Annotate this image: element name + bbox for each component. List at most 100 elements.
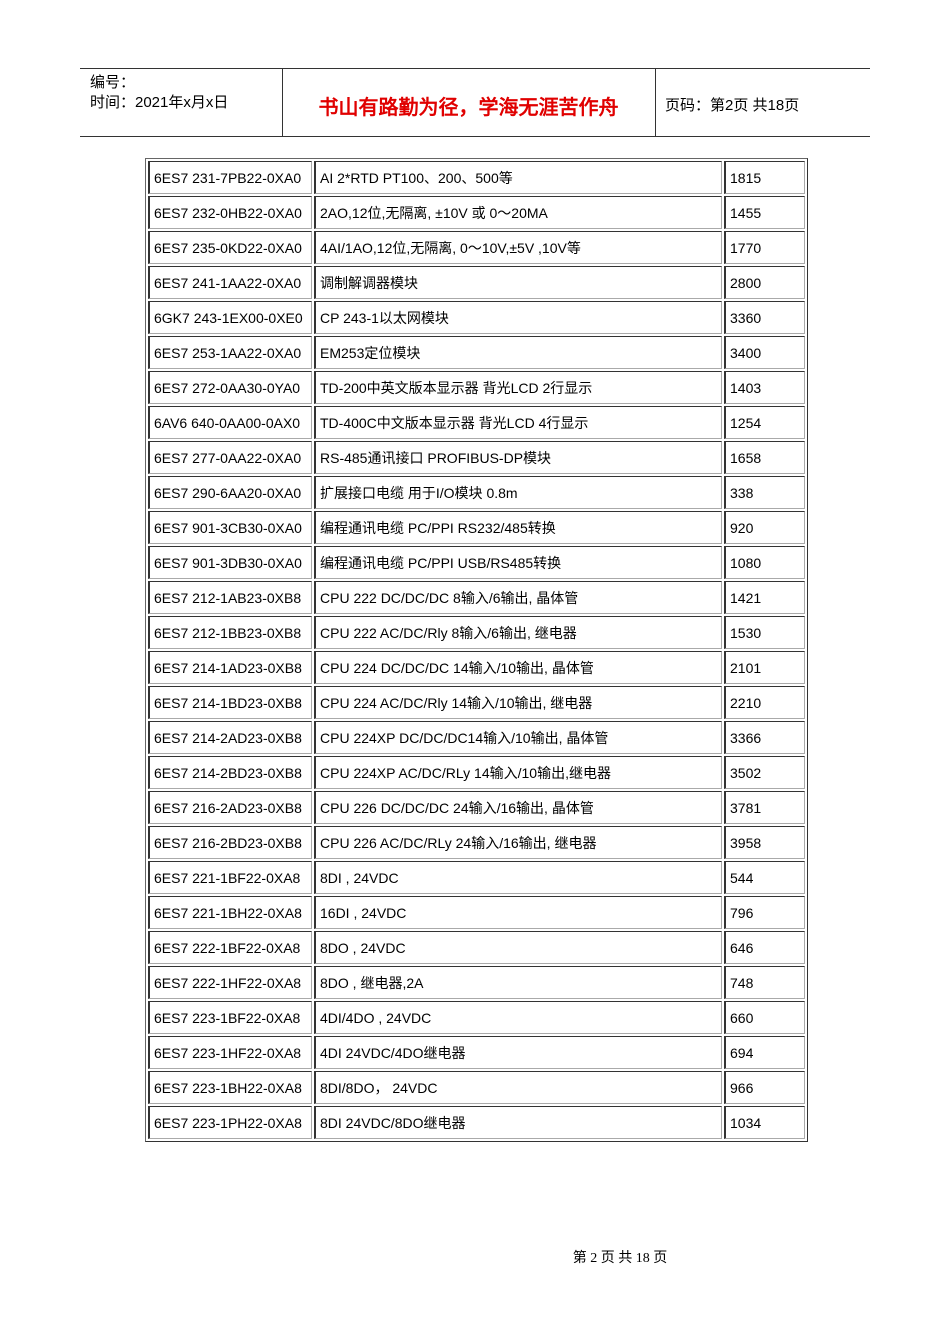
- part-number: 6ES7 212-1AB23-0XB8: [148, 581, 312, 614]
- table-row: 6ES7 214-1BD23-0XB8 CPU 224 AC/DC/Rly 14输…: [148, 686, 805, 719]
- price: 3781: [724, 791, 805, 824]
- table-row: 6ES7 222-1BF22-0XA8 8DO , 24VDC 646: [148, 931, 805, 964]
- part-number: 6ES7 901-3DB30-0XA0: [148, 546, 312, 579]
- price: 920: [724, 511, 805, 544]
- price: 646: [724, 931, 805, 964]
- description: CPU 226 AC/DC/RLy 24输入/16输出, 继电器: [314, 826, 722, 859]
- part-number: 6ES7 222-1HF22-0XA8: [148, 966, 312, 999]
- table-row: 6ES7 223-1HF22-0XA8 4DI 24VDC/4DO继电器 694: [148, 1036, 805, 1069]
- table-row: 6ES7 223-1PH22-0XA8 8DI 24VDC/8DO继电器 1034: [148, 1106, 805, 1139]
- part-number: 6ES7 222-1BF22-0XA8: [148, 931, 312, 964]
- part-number: 6ES7 253-1AA22-0XA0: [148, 336, 312, 369]
- part-number: 6ES7 214-2BD23-0XB8: [148, 756, 312, 789]
- table-row: 6ES7 272-0AA30-0YA0 TD-200中英文版本显示器 背光LCD …: [148, 371, 805, 404]
- description: CPU 226 DC/DC/DC 24输入/16输出, 晶体管: [314, 791, 722, 824]
- table-row: 6ES7 214-1AD23-0XB8 CPU 224 DC/DC/DC 14输入…: [148, 651, 805, 684]
- part-number: 6AV6 640-0AA00-0AX0: [148, 406, 312, 439]
- description: 4AI/1AO,12位,无隔离, 0～10V,±5V ,10V等: [314, 231, 722, 264]
- table-row: 6ES7 235-0KD22-0XA0 4AI/1AO,12位,无隔离, 0～10…: [148, 231, 805, 264]
- description: CPU 224XP DC/DC/DC14输入/10输出, 晶体管: [314, 721, 722, 754]
- price: 1815: [724, 161, 805, 194]
- price: 1421: [724, 581, 805, 614]
- price: 1254: [724, 406, 805, 439]
- table-row: 6ES7 232-0HB22-0XA0 2AO,12位,无隔离, ±10V 或 0…: [148, 196, 805, 229]
- part-number: 6ES7 241-1AA22-0XA0: [148, 266, 312, 299]
- table-row: 6ES7 221-1BH22-0XA8 16DI , 24VDC 796: [148, 896, 805, 929]
- description: 8DO , 继电器,2A: [314, 966, 722, 999]
- description: CPU 224 AC/DC/Rly 14输入/10输出, 继电器: [314, 686, 722, 719]
- part-number: 6ES7 216-2BD23-0XB8: [148, 826, 312, 859]
- part-number: 6ES7 214-2AD23-0XB8: [148, 721, 312, 754]
- price: 338: [724, 476, 805, 509]
- description: 调制解调器模块: [314, 266, 722, 299]
- description: 8DI 24VDC/8DO继电器: [314, 1106, 722, 1139]
- part-number: 6ES7 216-2AD23-0XB8: [148, 791, 312, 824]
- part-number: 6ES7 901-3CB30-0XA0: [148, 511, 312, 544]
- description: 8DO , 24VDC: [314, 931, 722, 964]
- table-row: 6ES7 222-1HF22-0XA8 8DO , 继电器,2A 748: [148, 966, 805, 999]
- description: CPU 224 DC/DC/DC 14输入/10输出, 晶体管: [314, 651, 722, 684]
- price-table: 6ES7 231-7PB22-0XA0 AI 2*RTD PT100、200、50…: [145, 158, 808, 1142]
- price: 1034: [724, 1106, 805, 1139]
- separator: [655, 69, 656, 136]
- price: 1770: [724, 231, 805, 264]
- part-number: 6ES7 223-1BF22-0XA8: [148, 1001, 312, 1034]
- part-number: 6ES7 235-0KD22-0XA0: [148, 231, 312, 264]
- table-row: 6ES7 277-0AA22-0XA0 RS-485通讯接口 PROFIBUS-D…: [148, 441, 805, 474]
- part-number: 6ES7 223-1BH22-0XA8: [148, 1071, 312, 1104]
- description: 编程通讯电缆 PC/PPI USB/RS485转换: [314, 546, 722, 579]
- description: 2AO,12位,无隔离, ±10V 或 0～20MA: [314, 196, 722, 229]
- description: 8DI/8DO， 24VDC: [314, 1071, 722, 1104]
- price: 1658: [724, 441, 805, 474]
- description: 16DI , 24VDC: [314, 896, 722, 929]
- table-row: 6ES7 241-1AA22-0XA0 调制解调器模块 2800: [148, 266, 805, 299]
- table-row: 6ES7 214-2BD23-0XB8 CPU 224XP AC/DC/RLy 1…: [148, 756, 805, 789]
- part-number: 6ES7 221-1BF22-0XA8: [148, 861, 312, 894]
- price: 3502: [724, 756, 805, 789]
- description: 4DI/4DO , 24VDC: [314, 1001, 722, 1034]
- price: 3958: [724, 826, 805, 859]
- table-row: 6ES7 231-7PB22-0XA0 AI 2*RTD PT100、200、50…: [148, 161, 805, 194]
- description: 扩展接口电缆 用于I/O模块 0.8m: [314, 476, 722, 509]
- table-row: 6AV6 640-0AA00-0AX0 TD-400C中文版本显示器 背光LCD …: [148, 406, 805, 439]
- description: TD-400C中文版本显示器 背光LCD 4行显示: [314, 406, 722, 439]
- price: 2210: [724, 686, 805, 719]
- table-row: 6ES7 901-3CB30-0XA0 编程通讯电缆 PC/PPI RS232/4…: [148, 511, 805, 544]
- price: 1530: [724, 616, 805, 649]
- description: CPU 224XP AC/DC/RLy 14输入/10输出,继电器: [314, 756, 722, 789]
- table-row: 6ES7 214-2AD23-0XB8 CPU 224XP DC/DC/DC14输…: [148, 721, 805, 754]
- part-number: 6ES7 212-1BB23-0XB8: [148, 616, 312, 649]
- price: 796: [724, 896, 805, 929]
- motto: 书山有路勤为径，学海无涯苦作舟: [318, 97, 619, 119]
- table-row: 6ES7 221-1BF22-0XA8 8DI , 24VDC 544: [148, 861, 805, 894]
- part-number: 6ES7 214-1BD23-0XB8: [148, 686, 312, 719]
- table-row: 6ES7 253-1AA22-0XA0 EM253定位模块 3400: [148, 336, 805, 369]
- part-number: 6ES7 223-1HF22-0XA8: [148, 1036, 312, 1069]
- description: 编程通讯电缆 PC/PPI RS232/485转换: [314, 511, 722, 544]
- price: 3366: [724, 721, 805, 754]
- part-number: 6ES7 232-0HB22-0XA0: [148, 196, 312, 229]
- description: 4DI 24VDC/4DO继电器: [314, 1036, 722, 1069]
- separator: [282, 69, 283, 136]
- description: AI 2*RTD PT100、200、500等: [314, 161, 722, 194]
- table-row: 6ES7 212-1BB23-0XB8 CPU 222 AC/DC/Rly 8输入…: [148, 616, 805, 649]
- part-number: 6ES7 272-0AA30-0YA0: [148, 371, 312, 404]
- part-number: 6ES7 214-1AD23-0XB8: [148, 651, 312, 684]
- part-number: 6ES7 290-6AA20-0XA0: [148, 476, 312, 509]
- description: 8DI , 24VDC: [314, 861, 722, 894]
- table-row: 6ES7 223-1BF22-0XA8 4DI/4DO , 24VDC 660: [148, 1001, 805, 1034]
- table-row: 6ES7 223-1BH22-0XA8 8DI/8DO， 24VDC 966: [148, 1071, 805, 1104]
- doc-time: 时间：2021年x月x日: [90, 94, 229, 111]
- price: 1455: [724, 196, 805, 229]
- doc-number: 编号：: [90, 74, 136, 91]
- price: 748: [724, 966, 805, 999]
- price: 544: [724, 861, 805, 894]
- price: 966: [724, 1071, 805, 1104]
- price: 1403: [724, 371, 805, 404]
- price: 2101: [724, 651, 805, 684]
- table-row: 6ES7 216-2BD23-0XB8 CPU 226 AC/DC/RLy 24输…: [148, 826, 805, 859]
- price: 3400: [724, 336, 805, 369]
- table-row: 6ES7 290-6AA20-0XA0 扩展接口电缆 用于I/O模块 0.8m 33…: [148, 476, 805, 509]
- page-info: 页码：第2页 共18页: [665, 97, 800, 114]
